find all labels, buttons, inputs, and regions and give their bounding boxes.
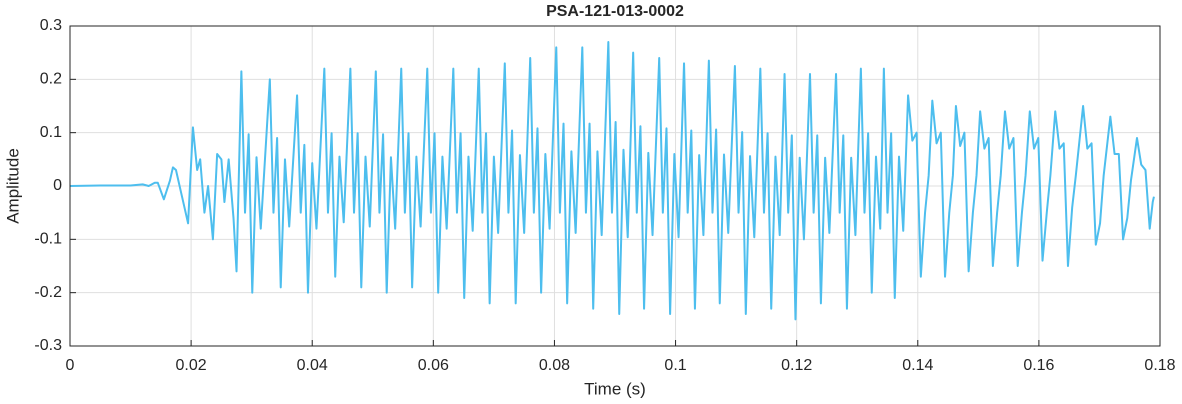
x-axis-label: Time (s) — [584, 379, 646, 398]
x-tick-label: 0.12 — [781, 357, 812, 374]
y-tick-label: -0.3 — [34, 337, 62, 354]
y-axis-label: Amplitude — [3, 148, 22, 224]
y-tick-label: 0.2 — [40, 71, 62, 88]
waveform-line — [69, 41, 1155, 321]
x-tick-label: 0.18 — [1144, 357, 1175, 374]
x-tick-label: 0.02 — [176, 357, 207, 374]
x-tick-label: 0.16 — [1023, 357, 1054, 374]
y-tick-label: -0.1 — [34, 231, 62, 248]
y-tick-label: 0 — [53, 177, 62, 194]
y-tick-label: 0.3 — [40, 17, 62, 34]
x-tick-label: 0.04 — [297, 357, 328, 374]
y-tick-label: 0.1 — [40, 124, 62, 141]
x-tick-label: 0.1 — [664, 357, 686, 374]
x-tick-label: 0.06 — [418, 357, 449, 374]
y-tick-label: -0.2 — [34, 284, 62, 301]
x-tick-label: 0 — [66, 357, 75, 374]
x-tick-label: 0.14 — [902, 357, 933, 374]
chart-title: PSA-121-013-0002 — [546, 3, 684, 20]
x-tick-label: 0.08 — [539, 357, 570, 374]
plot-frame — [69, 25, 1161, 347]
